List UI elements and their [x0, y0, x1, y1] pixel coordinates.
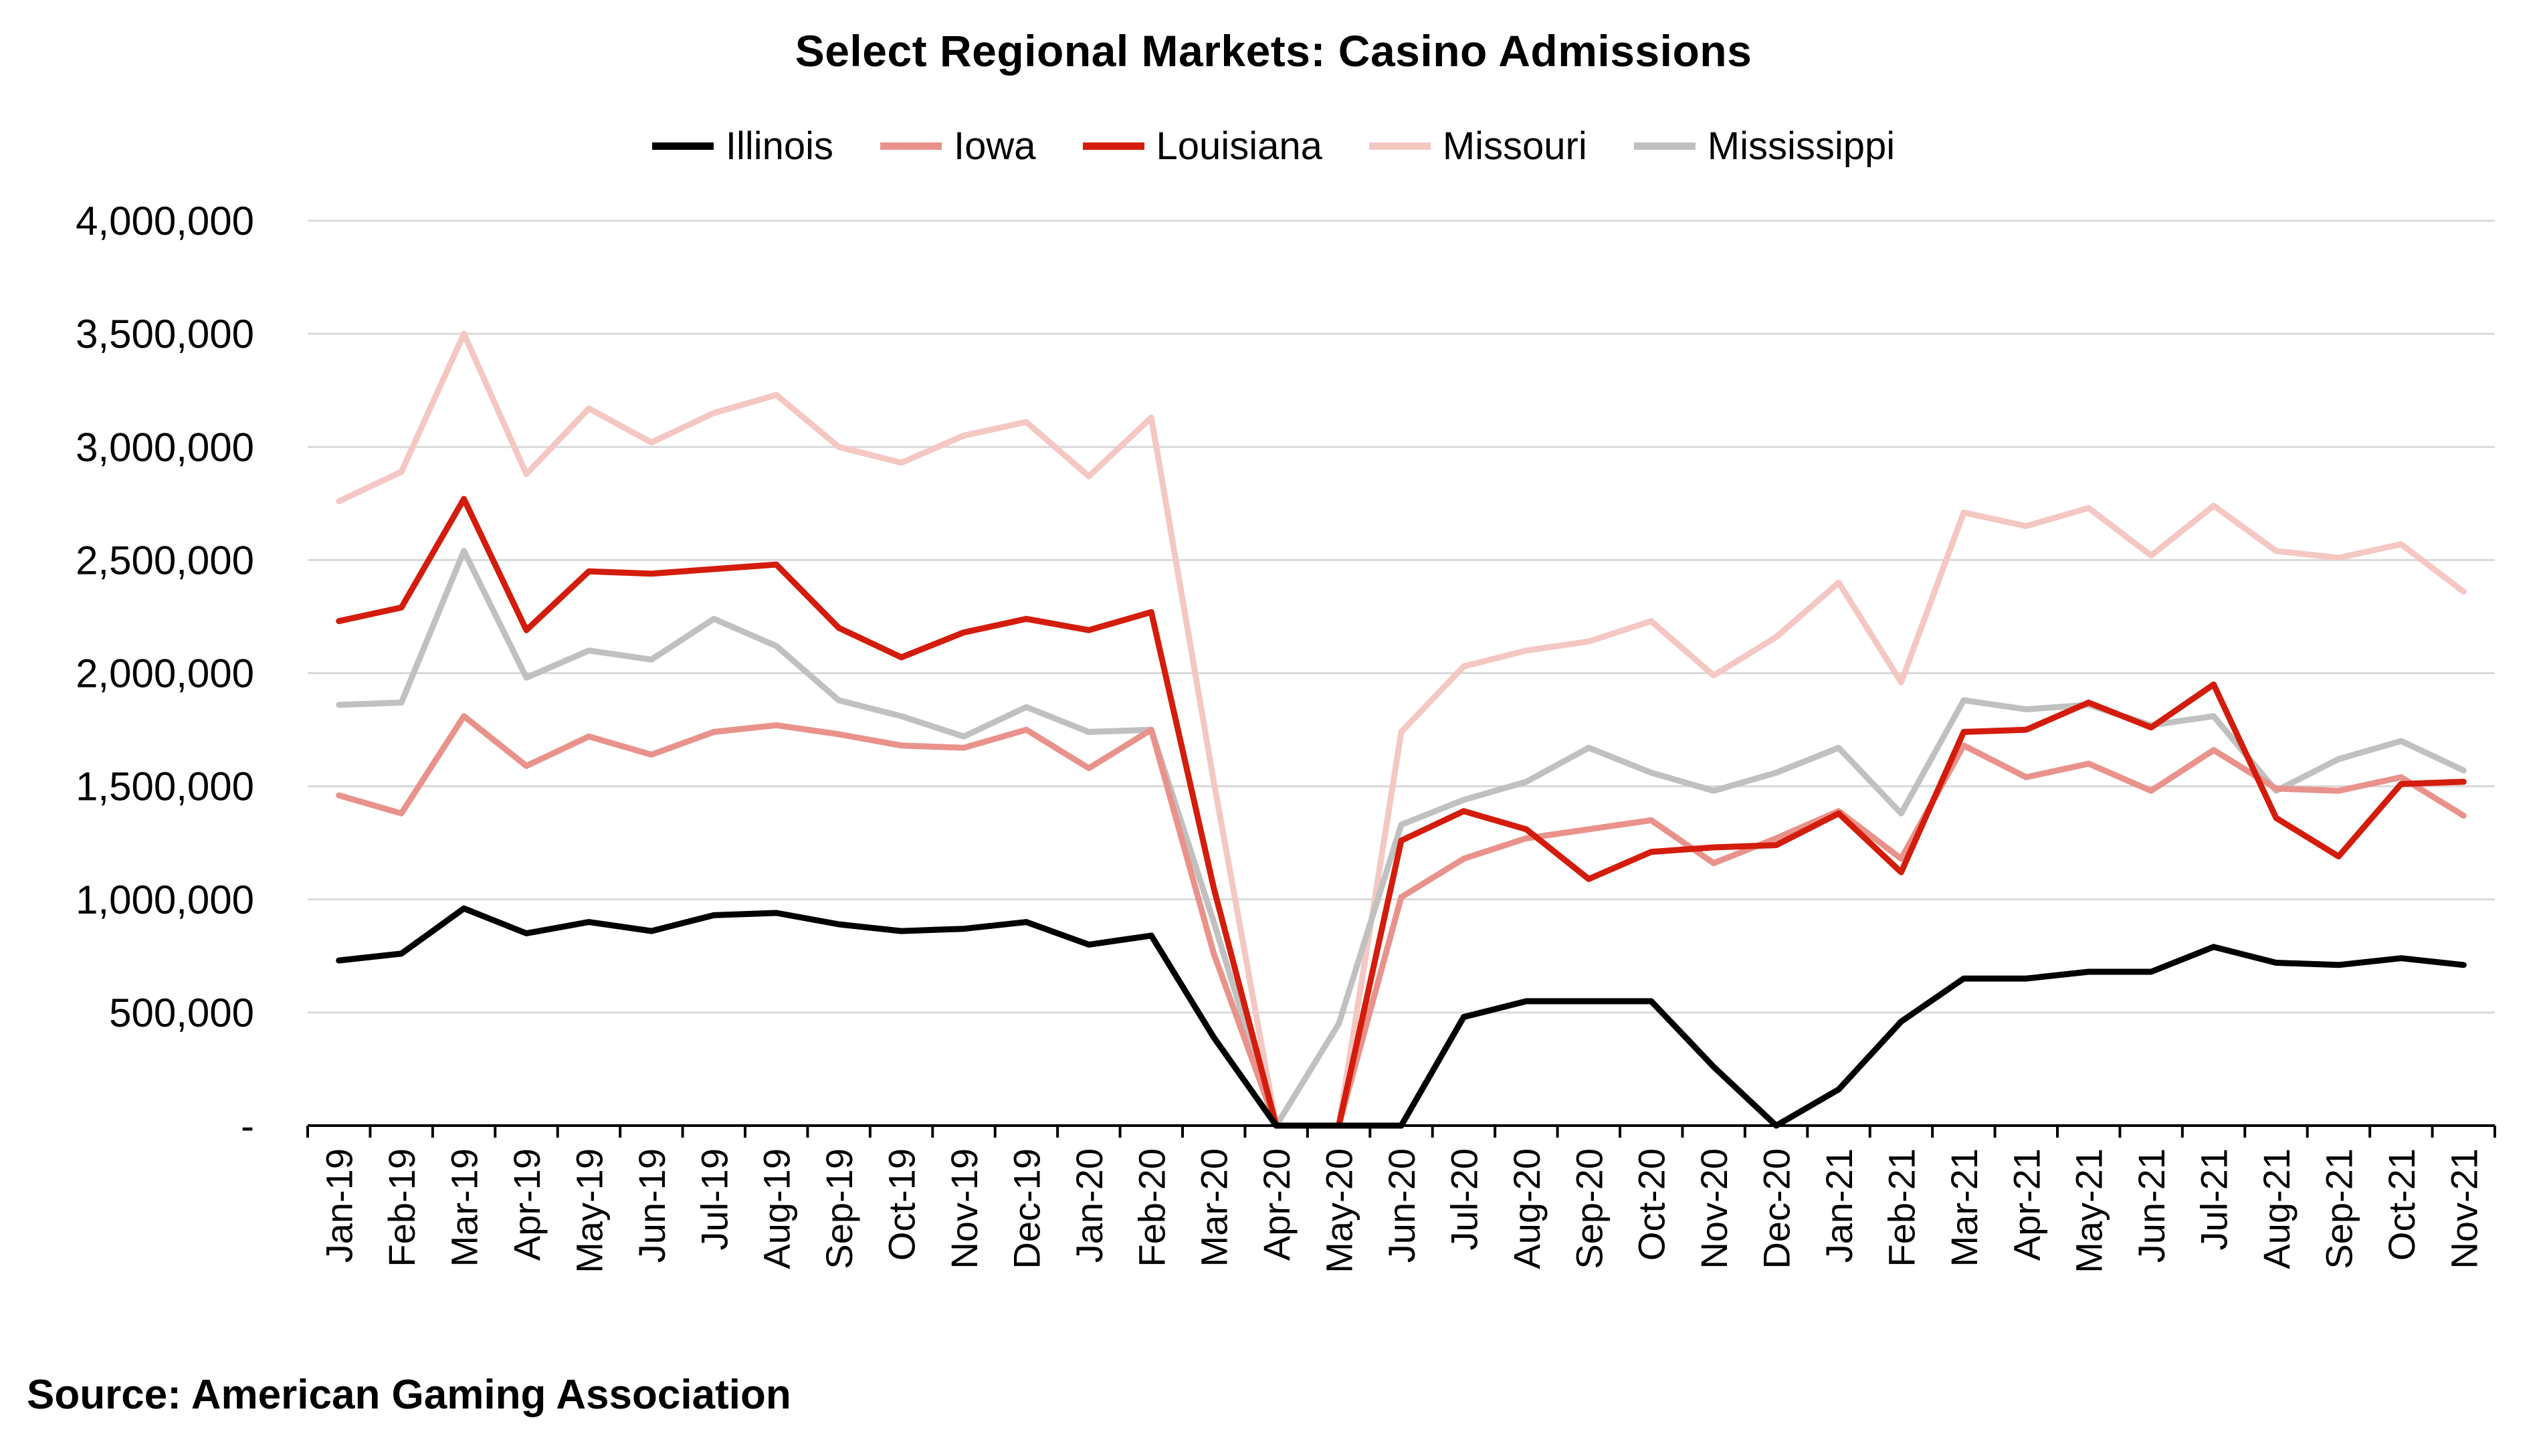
x-tick-label: Feb-19 — [381, 1148, 423, 1267]
legend-label: Louisiana — [1156, 124, 1322, 168]
x-tick-label: May-20 — [1318, 1148, 1360, 1273]
x-tick-label: Jan-20 — [1068, 1148, 1110, 1263]
x-tick-label: Oct-19 — [881, 1148, 923, 1261]
x-tick-label: Sep-19 — [818, 1148, 860, 1269]
x-tick-label: Aug-19 — [756, 1148, 798, 1269]
legend-item-illinois: Illinois — [651, 124, 834, 169]
x-tick-label: May-19 — [568, 1148, 610, 1273]
legend-swatch-louisiana — [1082, 142, 1144, 150]
x-tick-label: Dec-19 — [1005, 1148, 1047, 1269]
x-tick-label: Nov-20 — [1693, 1148, 1735, 1269]
source-note: Source: American Gaming Association — [27, 1372, 791, 1418]
x-tick-label: Apr-20 — [1255, 1148, 1298, 1261]
y-tick-label: 1,000,000 — [76, 877, 254, 922]
x-tick-label: Nov-21 — [2443, 1148, 2485, 1269]
x-tick-label: Jun-20 — [1381, 1148, 1423, 1263]
legend-item-mississippi: Mississippi — [1633, 124, 1896, 169]
x-tick-label: Mar-19 — [443, 1148, 486, 1267]
x-tick-label: Oct-21 — [2380, 1148, 2423, 1261]
legend-item-iowa: Iowa — [880, 124, 1036, 169]
x-tick-label: Jan-19 — [318, 1148, 361, 1263]
legend: Illinois Iowa Louisiana Missouri Mississippi — [0, 119, 2547, 173]
gridlines — [308, 219, 2495, 1014]
y-tick-label: 500,000 — [109, 991, 254, 1035]
legend-swatch-iowa — [880, 142, 942, 150]
x-tick-label: Jul-19 — [693, 1148, 735, 1251]
legend-item-louisiana: Louisiana — [1082, 124, 1322, 169]
series-line-iowa — [336, 713, 2467, 1129]
x-tick-label: Jul-20 — [1443, 1148, 1485, 1251]
legend-label: Mississippi — [1707, 124, 1896, 168]
chart-title: Select Regional Markets: Casino Admissio… — [795, 26, 1752, 76]
series-line-louisiana — [336, 496, 2467, 1129]
x-tick-label: Feb-21 — [1880, 1148, 1922, 1267]
legend-label: Iowa — [954, 124, 1036, 168]
y-tick-label: 1,500,000 — [76, 764, 254, 809]
y-tick-label: 4,000,000 — [76, 199, 254, 243]
x-tick-label: Jul-21 — [2193, 1148, 2235, 1251]
legend-item-missouri: Missouri — [1368, 124, 1587, 169]
x-tick-label: Oct-20 — [1631, 1148, 1673, 1261]
x-tick-label: Sep-21 — [2318, 1148, 2360, 1269]
x-tick-label: Apr-21 — [2005, 1148, 2047, 1261]
y-tick-label: - — [241, 1104, 254, 1148]
x-tick-label: Apr-19 — [506, 1148, 548, 1261]
x-tick-label: Nov-19 — [943, 1148, 985, 1269]
x-tick-label: Jun-19 — [631, 1148, 673, 1263]
x-tick-label: Aug-20 — [1506, 1148, 1548, 1269]
y-tick-label: 2,000,000 — [76, 651, 254, 696]
series-line-illinois — [336, 905, 2467, 1129]
x-tick-labels: Jan-19 Feb-19 Mar-19 Apr-19 May-19 Jun-19 Jul-… — [318, 1148, 2485, 1273]
x-tick-label: Mar-20 — [1193, 1148, 1235, 1267]
series-lines — [336, 330, 2467, 1129]
x-tick-label: Jan-21 — [1818, 1148, 1860, 1263]
legend-swatch-illinois — [651, 142, 714, 150]
x-tick-label: Mar-21 — [1943, 1148, 1985, 1267]
y-tick-label: 3,000,000 — [76, 425, 254, 470]
legend-label: Missouri — [1442, 124, 1587, 168]
legend-swatch-missouri — [1368, 142, 1431, 150]
x-tick-label: Jun-21 — [2130, 1148, 2172, 1263]
series-line-missouri — [336, 330, 2467, 1129]
legend-label: Illinois — [725, 124, 834, 168]
y-tick-labels: - 500,000 1,000,000 1,500,000 2,000,000 2,500… — [76, 199, 254, 1148]
x-tick-label: Aug-21 — [2255, 1148, 2298, 1269]
legend-swatch-mississippi — [1633, 142, 1696, 150]
x-tick-label: Dec-20 — [1756, 1148, 1798, 1269]
x-tick-label: Sep-20 — [1568, 1148, 1610, 1269]
x-tick-label: May-21 — [2068, 1148, 2110, 1273]
y-tick-label: 2,500,000 — [76, 538, 254, 583]
x-tick-label: Feb-20 — [1130, 1148, 1173, 1267]
y-tick-label: 3,500,000 — [76, 312, 254, 356]
